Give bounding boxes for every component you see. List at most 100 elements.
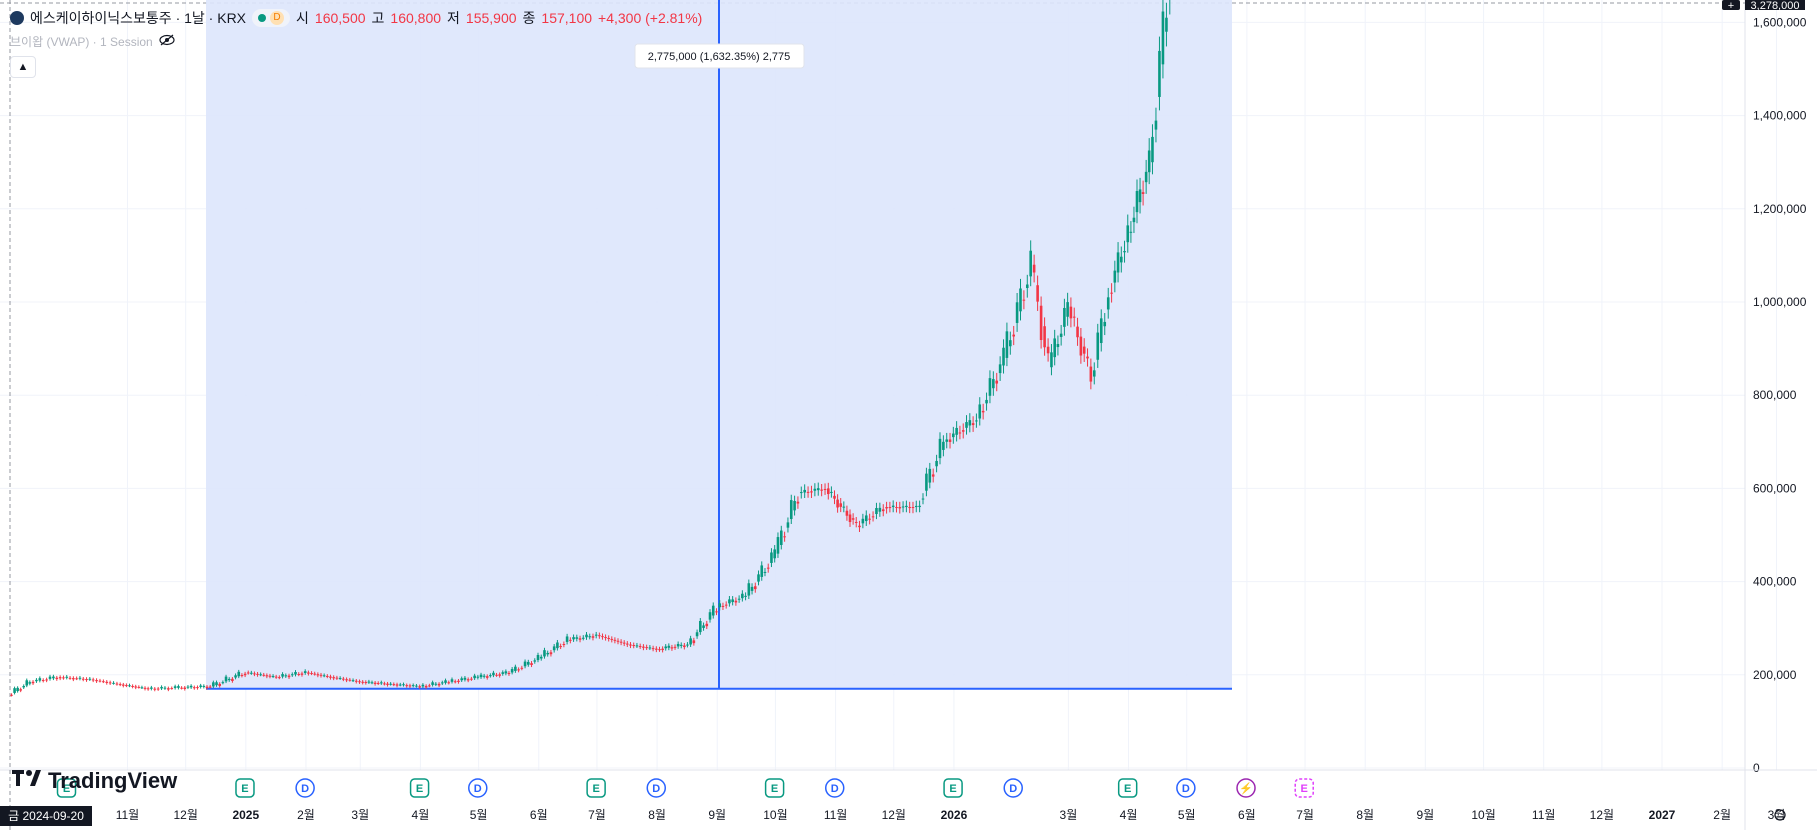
candle-body (845, 510, 849, 516)
crosshair-price-tag (1745, 0, 1805, 10)
dividend-event-icon-label: D (1182, 783, 1190, 795)
candle-body (498, 674, 501, 676)
x-tick-label: 7월 (588, 808, 606, 822)
candle-body (131, 685, 134, 687)
candle-body (891, 505, 895, 508)
candle-body (1025, 284, 1029, 289)
candle-body (1126, 225, 1130, 243)
candle-body (565, 636, 569, 642)
close-value: 157,100 (541, 10, 593, 26)
earnings-event-icon[interactable] (235, 778, 255, 798)
candle-body (463, 677, 467, 680)
candle-body (796, 501, 800, 504)
candle-body (402, 684, 405, 686)
candle-body (1059, 333, 1063, 337)
candle-body (935, 460, 938, 467)
candle-body (115, 683, 119, 685)
candle-body (212, 682, 215, 687)
candle-body (358, 681, 361, 683)
x-tick-label: 9월 (708, 808, 726, 822)
candle-body (408, 685, 412, 687)
candle-body (237, 671, 241, 677)
candle-body (750, 586, 754, 591)
candle-body (737, 598, 741, 600)
x-tick-label: 11월 (824, 808, 848, 822)
candle-body (460, 678, 463, 681)
candle-body (153, 688, 157, 690)
dividend-event-icon[interactable] (1176, 778, 1196, 798)
symbol-logo-icon (10, 11, 24, 25)
candle-body (189, 685, 193, 688)
candle-body (310, 673, 313, 675)
candle-body (81, 678, 85, 680)
candle-body (948, 439, 952, 442)
candle-body (721, 605, 725, 607)
dividend-event-icon[interactable] (468, 778, 488, 798)
candle-body (259, 674, 262, 676)
candle-body (88, 678, 92, 680)
candle-body (199, 685, 202, 687)
candle-body (58, 677, 62, 679)
candle-body (875, 508, 878, 515)
candle-body (985, 399, 988, 404)
candle-body (1069, 306, 1073, 319)
eye-hidden-icon[interactable] (159, 34, 175, 49)
earnings-event-icon[interactable] (56, 778, 77, 798)
earnings-event-icon[interactable] (1117, 778, 1138, 798)
dividend-event-icon[interactable] (295, 778, 315, 798)
dividend-event-icon[interactable] (646, 778, 667, 798)
market-status-badge[interactable]: D (252, 9, 291, 27)
earnings-event-icon[interactable] (409, 778, 430, 798)
candle-body (734, 600, 738, 603)
candle-body (160, 686, 163, 689)
candle-body (180, 687, 183, 689)
x-tick-label: 12월 (882, 808, 906, 822)
add-alert-button[interactable] (1722, 0, 1740, 10)
candle-body (476, 676, 480, 678)
candle-body (1161, 11, 1165, 65)
candle-body (1032, 264, 1036, 273)
tradingview-logo[interactable]: TradingView (12, 768, 177, 794)
candle-body (552, 646, 556, 651)
earnings-event-icon[interactable] (1294, 778, 1314, 798)
y-tick-label: 400,000 (1753, 575, 1797, 589)
candle-body (1086, 356, 1089, 359)
high-value: 160,800 (390, 10, 442, 26)
market-open-icon (258, 14, 267, 22)
earnings-event-icon[interactable] (764, 778, 785, 798)
dividend-event-icon[interactable] (1003, 778, 1023, 798)
candle-body (1002, 347, 1005, 366)
candle-body (770, 552, 773, 563)
candle-body (871, 516, 875, 518)
vwap-indicator-legend[interactable]: 브이왑 (VWAP) · 1 Session (10, 33, 175, 50)
earnings-event-icon[interactable] (586, 778, 606, 798)
split-event-icon[interactable] (1236, 778, 1256, 798)
earnings-event-icon-label: E (1124, 783, 1131, 795)
candle-body (1103, 321, 1107, 327)
settings-gear-icon[interactable] (1774, 809, 1786, 821)
candle-body (290, 674, 294, 676)
symbol-title[interactable]: 에스케이하이닉스보통주 · 1날 · KRX (30, 10, 247, 26)
candle-body (773, 549, 776, 559)
candle-body (689, 638, 692, 645)
candle-body (664, 646, 668, 649)
dividend-event-icon[interactable] (824, 778, 845, 798)
x-tick-label: 2월 (297, 808, 315, 822)
close-label: 종 (522, 10, 536, 26)
candle-body (307, 672, 310, 674)
candle-body (85, 678, 88, 681)
candle-body (389, 683, 392, 685)
candle-body (1141, 192, 1145, 194)
collapse-legend-button[interactable]: ▲ (10, 56, 36, 78)
candle-body (925, 473, 928, 491)
candle-body (202, 685, 206, 687)
candle-body (514, 666, 517, 671)
candle-body (881, 509, 885, 512)
candle-body (13, 688, 16, 693)
candle-body (322, 675, 326, 677)
candle-body (728, 599, 731, 604)
candle-body (1015, 302, 1019, 323)
candle-body (702, 625, 705, 628)
earnings-event-icon[interactable] (943, 778, 963, 798)
